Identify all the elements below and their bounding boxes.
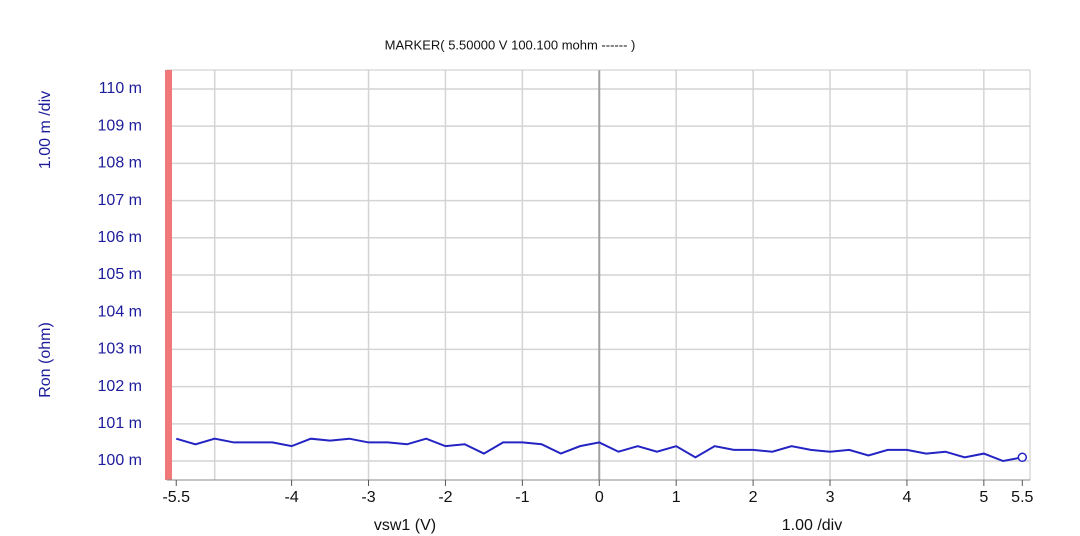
marker-point xyxy=(1017,452,1028,463)
y-tick-label: 109 m xyxy=(98,117,142,134)
x-tick-label: -5.5 xyxy=(162,489,190,506)
x-tick-label: 1 xyxy=(672,489,681,506)
marker-readout: MARKER( 5.50000 V 100.100 mohm ------ ) xyxy=(385,37,636,52)
x-tick-label: -1 xyxy=(515,489,529,506)
y-tick-label: 105 m xyxy=(98,266,142,283)
x-tick-label: 2 xyxy=(749,489,758,506)
data-line xyxy=(175,437,1023,463)
y-tick-label: 108 m xyxy=(98,155,142,172)
x-tick-label: -2 xyxy=(438,489,452,506)
x-tick-label: -4 xyxy=(284,489,298,506)
x-axis-label: vsw1 (V) xyxy=(374,517,436,534)
x-tick-label: 5.5 xyxy=(1011,489,1033,506)
x-div-label: 1.00 /div xyxy=(782,517,842,534)
y-tick-label: 104 m xyxy=(98,303,142,320)
y-axis-label: Ron (ohm) xyxy=(37,322,54,398)
x-tick-label: 3 xyxy=(826,489,835,506)
grid xyxy=(167,70,1030,480)
x-tick-label: -3 xyxy=(361,489,375,506)
y-tick-label: 100 m xyxy=(98,452,142,469)
y-tick-label: 106 m xyxy=(98,229,142,246)
y-div-label: 1.00 m /div xyxy=(37,91,54,169)
y-tick-label: 110 m xyxy=(99,80,142,97)
y-tick-label: 102 m xyxy=(98,378,142,395)
y-tick-label: 101 m xyxy=(98,415,142,432)
y-tick-label: 103 m xyxy=(98,341,142,358)
x-tick-label: 0 xyxy=(595,489,604,506)
x-tick-label: 4 xyxy=(902,489,911,506)
y-tick-label: 107 m xyxy=(98,192,142,209)
left-marker-bar xyxy=(165,70,172,480)
x-tick-label: 5 xyxy=(979,489,988,506)
